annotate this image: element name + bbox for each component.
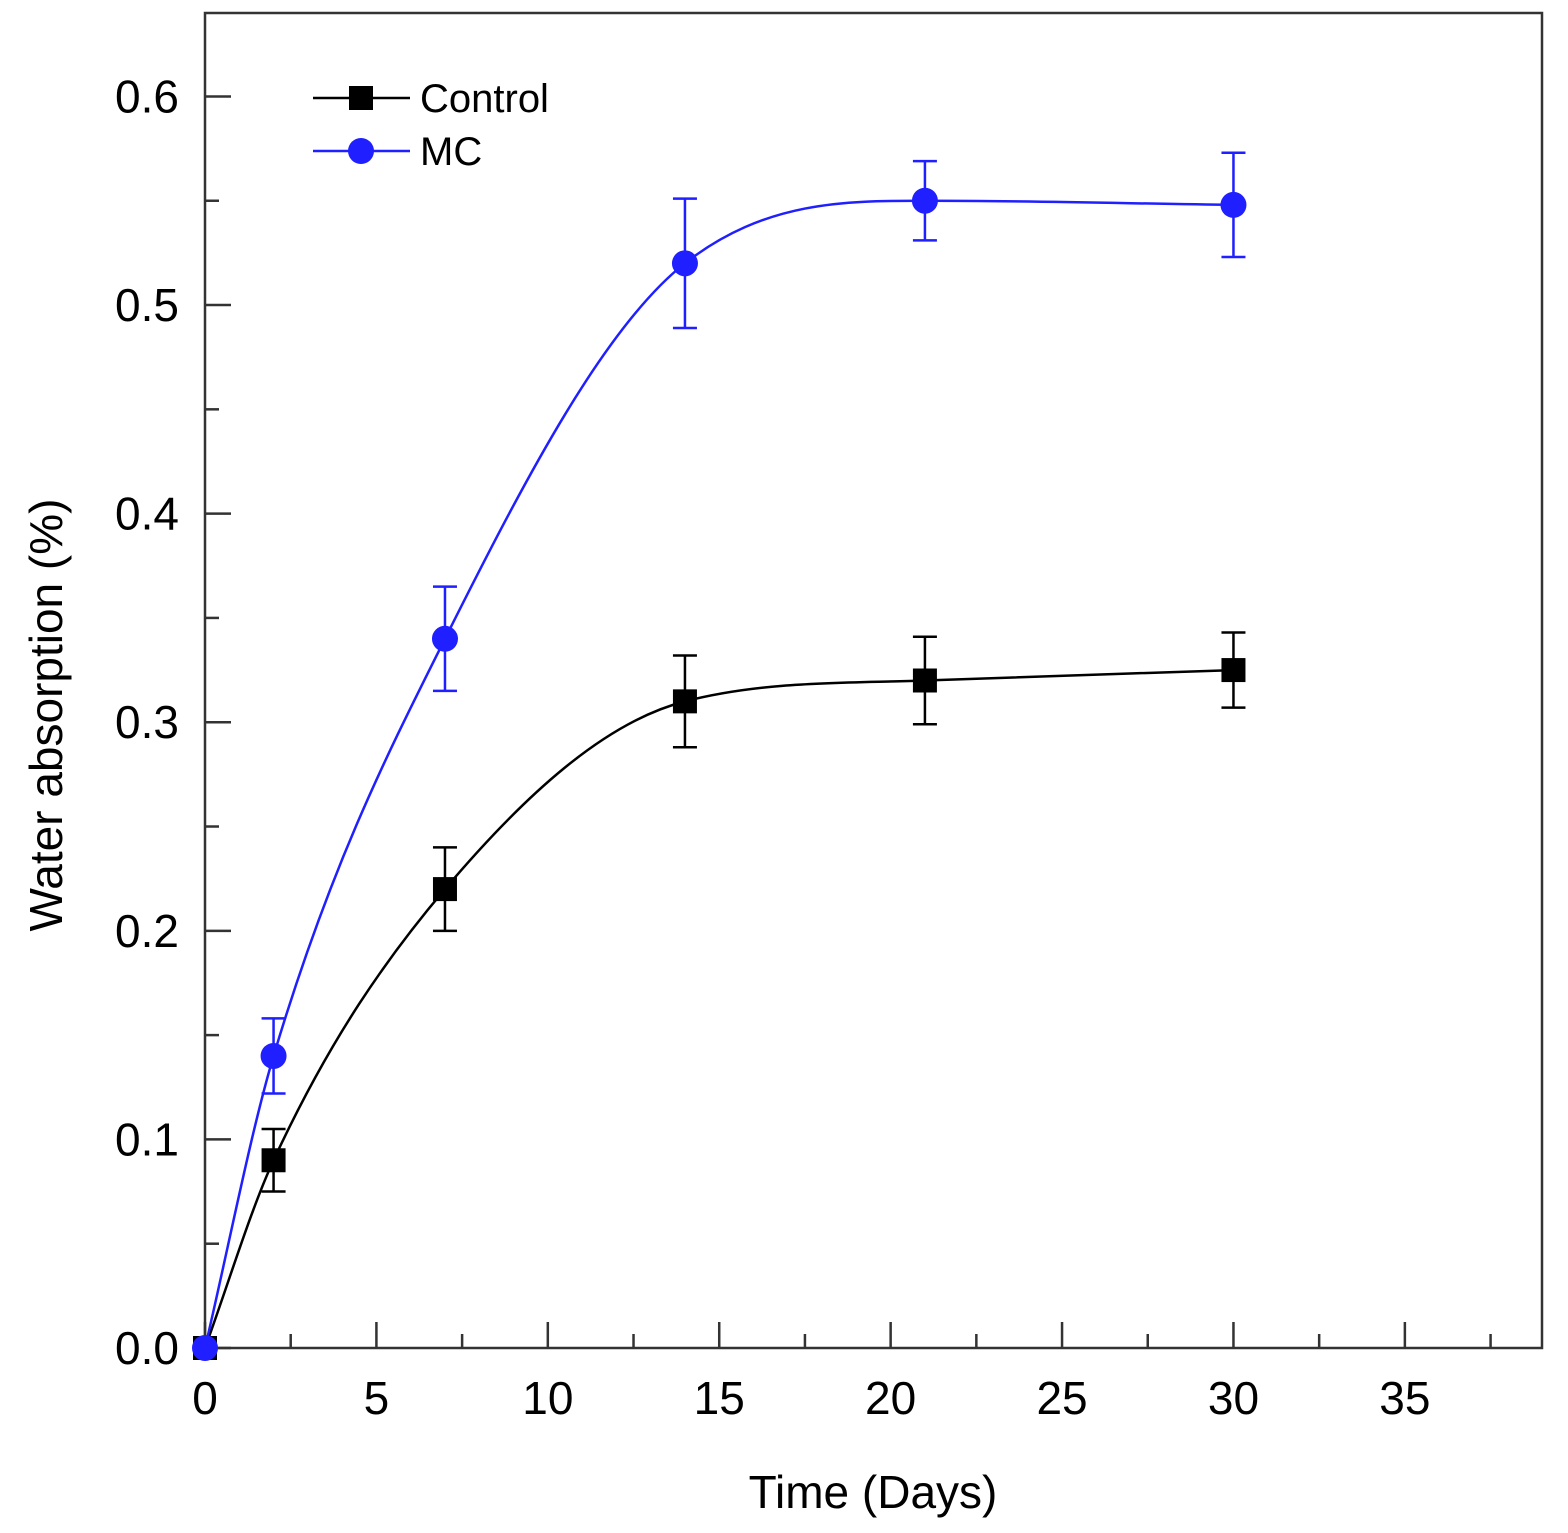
data-point xyxy=(911,187,938,214)
x-tick-label: 20 xyxy=(865,1372,916,1424)
legend: Control MC xyxy=(313,77,549,174)
series-line xyxy=(203,668,1234,1349)
legend-label: Control xyxy=(420,77,549,121)
axes: 0 5 10 15 20 25 30 35 0.0 0.1 0.2 0.3 0.4 0.5 0.6 xyxy=(115,11,1544,1424)
y-axis-title: Water absorption (%) xyxy=(20,499,72,932)
y-tick-label: 0.3 xyxy=(115,696,179,748)
data-point xyxy=(192,1335,218,1361)
data-point xyxy=(671,250,698,277)
x-tick-label: 30 xyxy=(1208,1372,1259,1424)
y-tick-label: 0.5 xyxy=(115,279,179,331)
series-layer xyxy=(192,151,1247,1361)
series-line xyxy=(203,199,1234,1349)
data-point xyxy=(261,1148,286,1173)
legend-label: MC xyxy=(420,130,482,174)
y-tick-label: 0.4 xyxy=(115,488,179,540)
data-point xyxy=(672,689,697,714)
x-tick-label: 10 xyxy=(522,1372,573,1424)
y-tick-label: 0.1 xyxy=(115,1113,179,1165)
y-tick-label: 0.2 xyxy=(115,905,179,957)
series-control xyxy=(193,631,1246,1360)
series-mc xyxy=(192,151,1247,1361)
plot-frame xyxy=(203,11,1544,1350)
y-tick-label: 0.6 xyxy=(115,70,179,122)
data-point xyxy=(431,625,458,652)
data-point xyxy=(1220,191,1247,218)
x-axis-title: Time (Days) xyxy=(749,1466,998,1518)
x-tick-label: 15 xyxy=(694,1372,745,1424)
x-tick-label: 35 xyxy=(1379,1372,1430,1424)
x-tick-label: 5 xyxy=(364,1372,390,1424)
legend-marker xyxy=(348,138,374,164)
data-point xyxy=(432,877,457,902)
x-tick-label: 0 xyxy=(192,1372,218,1424)
data-point xyxy=(260,1042,287,1069)
data-point xyxy=(1221,658,1246,683)
x-tick-label: 25 xyxy=(1036,1372,1087,1424)
data-point xyxy=(912,668,937,693)
legend-marker xyxy=(349,86,373,110)
y-tick-label: 0.0 xyxy=(115,1322,179,1374)
